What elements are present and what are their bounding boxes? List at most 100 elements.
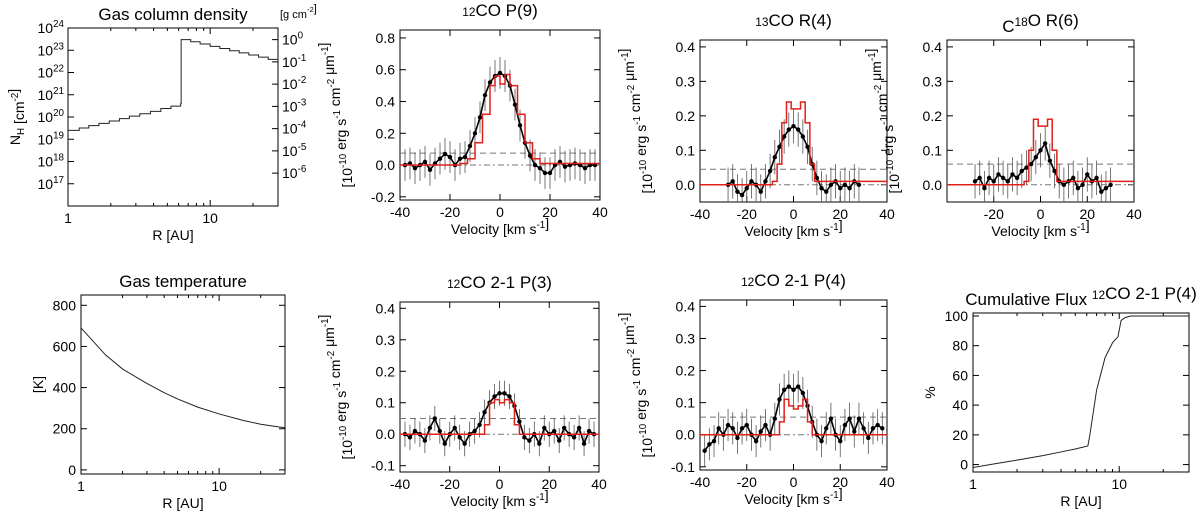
- chart-title: Gas temperature: [119, 272, 247, 291]
- plot-area: [700, 101, 887, 202]
- data-point: [422, 438, 428, 443]
- data-point: [487, 80, 493, 85]
- data-point: [986, 175, 992, 181]
- data-point: [838, 438, 843, 444]
- plot-frame: [67, 27, 279, 207]
- x-axis-label: Velocity [km s-1]: [991, 217, 1089, 239]
- y-tick-label: 0.0: [676, 177, 696, 193]
- data-point: [517, 419, 522, 424]
- data-point: [828, 182, 834, 187]
- data-point: [702, 448, 707, 453]
- y-axis-label: [K]: [30, 376, 46, 393]
- panel-cum: Cumulative Flux 12CO 2-1 P(4)1 1002040608…: [922, 284, 1197, 509]
- data-point: [1005, 179, 1010, 184]
- data-point: [977, 175, 982, 181]
- y-tick-label: 400: [53, 380, 77, 396]
- data-point: [1028, 161, 1034, 167]
- plot-area: [973, 315, 1189, 469]
- x-tick-label: -40: [690, 206, 710, 222]
- y-tick-label: 0.1: [676, 142, 696, 158]
- data-point: [1019, 168, 1024, 174]
- y2-tick-label: 100: [282, 31, 304, 48]
- data-point: [1061, 182, 1067, 187]
- x-tick-label: -20: [737, 206, 757, 222]
- y-tick-label: 0.2: [376, 363, 396, 379]
- data-point: [805, 144, 810, 150]
- x-tick-label: 20: [1079, 206, 1095, 222]
- data-point: [744, 422, 749, 428]
- data-point: [527, 153, 533, 158]
- data-point: [497, 70, 503, 76]
- y-tick-label: 0.0: [676, 427, 696, 443]
- data-point: [1038, 148, 1043, 153]
- data-point: [781, 387, 787, 393]
- data-point: [1024, 165, 1029, 170]
- data-point: [777, 397, 782, 402]
- data-point: [749, 179, 754, 184]
- data-point: [437, 156, 443, 161]
- y-tick-label: 1022: [38, 64, 64, 81]
- data-point: [571, 435, 577, 440]
- y-tick-label: 1017: [38, 175, 64, 192]
- y-tick-label: 40: [952, 397, 968, 413]
- plot-frame: [972, 312, 1190, 473]
- y-tick-label: -0.2: [371, 189, 395, 205]
- data-point: [586, 428, 592, 434]
- x-tick-label: -20: [440, 476, 460, 492]
- series-line: [973, 315, 1189, 469]
- chart-title: Gas column density: [98, 5, 248, 24]
- data-point: [442, 151, 448, 157]
- data-point: [711, 438, 717, 444]
- data-point: [795, 384, 801, 389]
- y-tick-label: 0.2: [376, 125, 396, 141]
- x-tick-label: 10: [202, 210, 218, 226]
- plot-area: [400, 57, 600, 189]
- data-point: [532, 162, 538, 168]
- x-tick-label: 0: [496, 204, 504, 220]
- y-tick-label: 600: [53, 338, 77, 354]
- data-point: [432, 416, 438, 421]
- data-point: [824, 189, 829, 194]
- y-axis-label: [10-10 erg s-1 cm-2 μm-1]: [615, 313, 655, 458]
- data-point: [730, 179, 735, 184]
- y-tick-label: 0.0: [376, 157, 396, 173]
- y-axis-label: [10-10 erg s-1 cm-2 μm-1]: [862, 49, 902, 194]
- data-point: [1042, 141, 1048, 146]
- data-point: [462, 154, 468, 160]
- y-tick-label: 0.1: [676, 395, 696, 411]
- y-tick-label: 0.4: [676, 298, 696, 314]
- data-point: [842, 422, 848, 428]
- model-line: [400, 398, 599, 435]
- y-tick-label: 80: [952, 338, 968, 354]
- y-tick-label: 0.8: [376, 30, 396, 46]
- x-tick-label: 0: [496, 476, 504, 492]
- data-point: [758, 429, 763, 434]
- data-point: [735, 189, 740, 194]
- data-point: [852, 429, 857, 434]
- y2-tick-label: 10-1: [282, 53, 306, 70]
- data-point: [819, 186, 824, 191]
- data-point: [824, 426, 829, 431]
- x-tick-label: 1: [969, 476, 977, 492]
- data-point: [1080, 182, 1085, 187]
- data-point: [1071, 175, 1076, 181]
- chart-title: 12CO P(9): [462, 1, 538, 20]
- y-tick-label: 200: [53, 421, 77, 437]
- data-point: [1103, 186, 1109, 191]
- y-tick-label: 0.3: [676, 73, 696, 89]
- y-tick-label: 0.1: [376, 395, 396, 411]
- data-point: [1033, 154, 1039, 160]
- data-point: [972, 179, 978, 184]
- data-point: [1014, 175, 1020, 181]
- y2-tick-label: 10-4: [282, 120, 307, 137]
- y2-tick-label: 10-2: [282, 75, 306, 92]
- data-point: [477, 115, 483, 120]
- y-axis-label: [10-10 erg s-1 cm-2 μm-1]: [315, 315, 355, 460]
- y-tick-label: 0.2: [676, 108, 696, 124]
- data-point: [581, 441, 587, 446]
- data-point: [547, 170, 553, 176]
- y-tick-label: 0.4: [676, 39, 696, 55]
- x-tick-label: 40: [592, 204, 608, 220]
- data-point: [527, 438, 532, 443]
- data-point: [847, 186, 852, 191]
